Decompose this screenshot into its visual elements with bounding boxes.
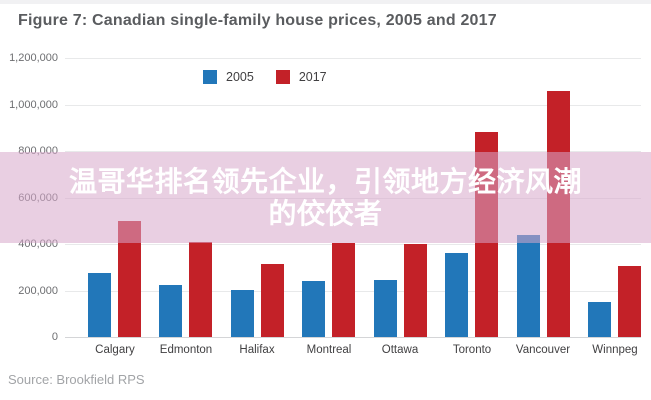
gridline-1000000	[65, 105, 641, 106]
bar-ottawa-2017	[404, 244, 427, 337]
legend-swatch-2005	[203, 70, 217, 84]
chart-title: Figure 7: Canadian single-family house p…	[18, 12, 497, 29]
bar-montreal-2005	[302, 281, 325, 337]
bar-toronto-2005	[445, 253, 468, 337]
legend-label-2005: 2005	[226, 70, 254, 84]
y-axis-tick-label: 1,200,000	[9, 52, 58, 64]
y-axis-tick-label: 0	[51, 331, 58, 343]
x-axis-label-edmonton: Edmonton	[159, 344, 213, 356]
legend-item-2005: 2005	[203, 70, 254, 84]
source-note: Source: Brookfield RPS	[8, 372, 145, 387]
legend-label-2017: 2017	[298, 70, 327, 84]
x-axis-label-halifax: Halifax	[239, 344, 275, 356]
legend-item-2017: 2017	[275, 70, 327, 84]
bar-calgary-2017	[118, 221, 141, 337]
bar-halifax-2005	[231, 290, 254, 337]
x-axis-label-winnpeg: Winnpeg	[592, 344, 638, 356]
overlay-text-line1: 温哥华排名领先企业，引领地方经济风潮	[68, 165, 582, 197]
bar-edmonton-2005	[159, 285, 182, 337]
x-axis-label-ottawa: Ottawa	[381, 344, 419, 356]
bar-edmonton-2017	[189, 242, 212, 337]
watermark-overlay-banner: 温哥华排名领先企业，引领地方经济风潮 的佼佼者	[0, 152, 651, 243]
bar-ottawa-2005	[374, 280, 397, 337]
x-axis-label-montreal: Montreal	[306, 344, 352, 356]
bar-calgary-2005	[88, 273, 111, 337]
x-axis-label-toronto: Toronto	[452, 344, 492, 356]
gridline-1200000	[65, 58, 641, 59]
x-axis-label-calgary: Calgary	[95, 344, 135, 356]
bar-halifax-2017	[261, 264, 284, 337]
legend-swatch-2017	[275, 70, 290, 84]
bar-winnpeg-2017	[618, 266, 641, 337]
top-strip	[0, 0, 651, 4]
overlay-text-line2: 的佼佼者	[268, 197, 383, 229]
bar-winnpeg-2005	[588, 302, 611, 337]
y-axis-tick-label: 200,000	[18, 285, 58, 297]
bar-vancouver-2005	[517, 235, 540, 337]
x-axis-label-vancouver: Vancouver	[515, 344, 571, 356]
y-axis-tick-label: 1,000,000	[9, 99, 58, 111]
gridline-0	[65, 337, 641, 338]
gridline-800000	[65, 151, 641, 152]
bar-montreal-2017	[332, 243, 355, 337]
chart-legend: 2005 2017	[203, 70, 327, 84]
